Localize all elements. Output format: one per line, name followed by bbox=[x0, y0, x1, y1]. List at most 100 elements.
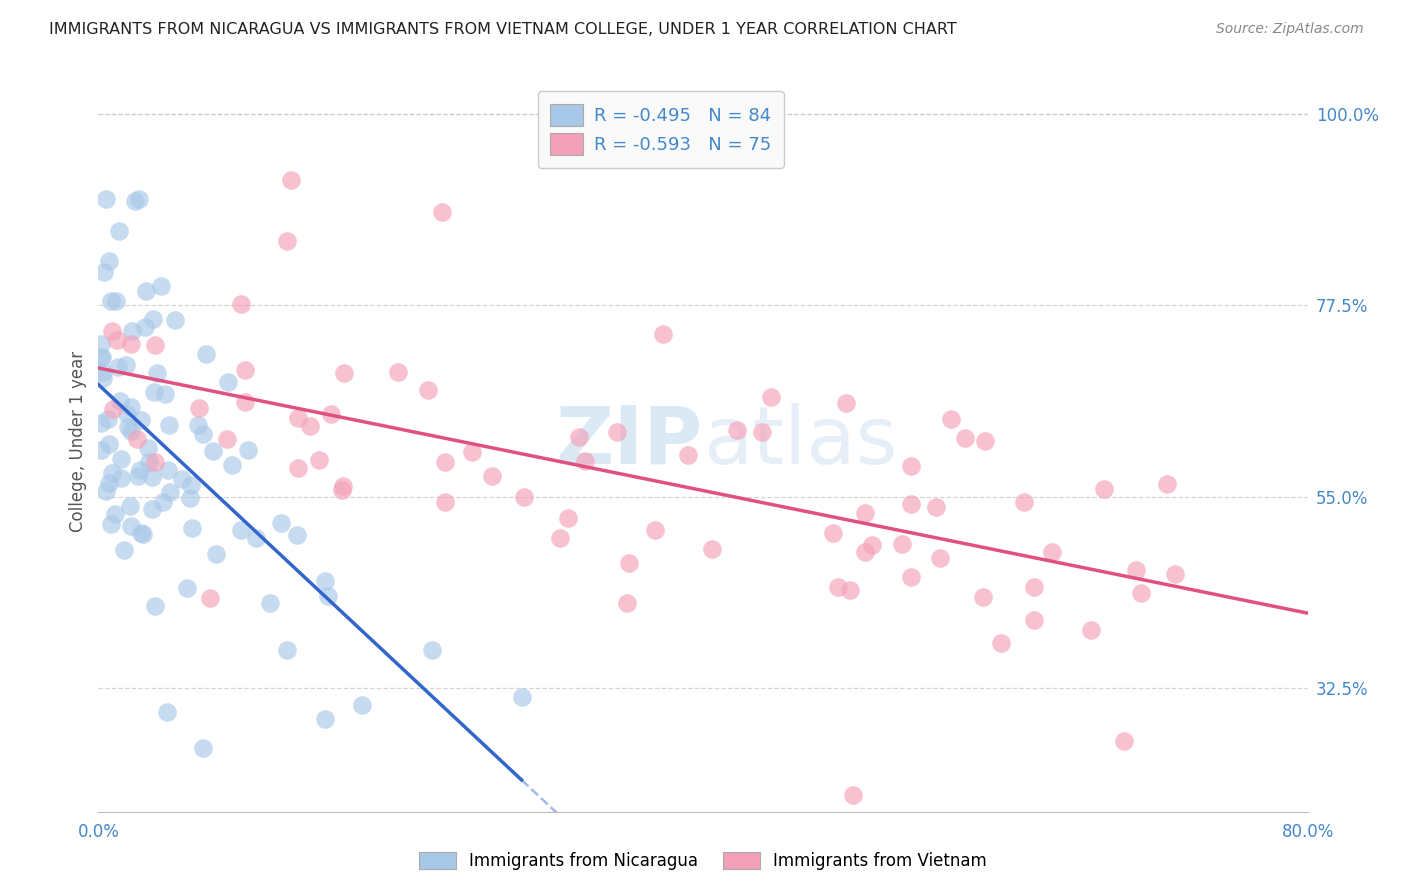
Point bbox=[114, 542, 136, 557]
Point bbox=[121, 324, 143, 338]
Point bbox=[955, 432, 977, 446]
Point bbox=[287, 411, 309, 425]
Point bbox=[236, 442, 259, 457]
Point bbox=[205, 547, 228, 561]
Text: atlas: atlas bbox=[703, 402, 897, 481]
Point bbox=[90, 337, 112, 351]
Point bbox=[159, 484, 181, 499]
Text: IMMIGRANTS FROM NICARAGUA VS IMMIGRANTS FROM VIETNAM COLLEGE, UNDER 1 YEAR CORRE: IMMIGRANTS FROM NICARAGUA VS IMMIGRANTS … bbox=[49, 22, 957, 37]
Point bbox=[990, 636, 1012, 650]
Point bbox=[135, 284, 157, 298]
Point bbox=[215, 433, 238, 447]
Point bbox=[308, 453, 330, 467]
Point bbox=[100, 516, 122, 531]
Point bbox=[568, 430, 591, 444]
Point bbox=[574, 454, 596, 468]
Point bbox=[285, 528, 308, 542]
Point bbox=[318, 589, 340, 603]
Point bbox=[838, 582, 860, 597]
Point bbox=[101, 401, 124, 416]
Point bbox=[1024, 613, 1046, 627]
Point bbox=[91, 350, 114, 364]
Point bbox=[124, 194, 146, 209]
Point bbox=[163, 313, 186, 327]
Point bbox=[176, 582, 198, 596]
Point bbox=[198, 591, 221, 606]
Point bbox=[652, 326, 675, 341]
Point bbox=[120, 500, 142, 514]
Point bbox=[117, 419, 139, 434]
Point bbox=[172, 472, 194, 486]
Point bbox=[93, 365, 115, 379]
Point bbox=[90, 443, 112, 458]
Point bbox=[751, 425, 773, 440]
Point bbox=[110, 451, 132, 466]
Point bbox=[1125, 563, 1147, 577]
Point bbox=[132, 526, 155, 541]
Point bbox=[127, 432, 149, 446]
Point bbox=[891, 537, 914, 551]
Point bbox=[974, 434, 997, 449]
Point bbox=[104, 507, 127, 521]
Point bbox=[434, 455, 457, 469]
Point bbox=[1092, 482, 1115, 496]
Point bbox=[557, 511, 579, 525]
Point bbox=[187, 417, 209, 432]
Point bbox=[481, 468, 503, 483]
Point bbox=[432, 205, 454, 219]
Point bbox=[461, 445, 484, 459]
Point bbox=[150, 279, 173, 293]
Point bbox=[1040, 545, 1063, 559]
Point bbox=[332, 479, 354, 493]
Point bbox=[972, 590, 994, 604]
Point bbox=[94, 484, 117, 499]
Point bbox=[1022, 580, 1045, 594]
Point bbox=[287, 461, 309, 475]
Point bbox=[90, 416, 112, 430]
Point bbox=[97, 476, 120, 491]
Point bbox=[510, 690, 533, 704]
Point bbox=[644, 524, 666, 538]
Point bbox=[513, 490, 536, 504]
Point bbox=[853, 545, 876, 559]
Point bbox=[143, 338, 166, 352]
Point bbox=[259, 596, 281, 610]
Point bbox=[115, 407, 138, 421]
Point bbox=[1130, 585, 1153, 599]
Point bbox=[276, 642, 298, 657]
Point bbox=[90, 351, 112, 366]
Point bbox=[101, 466, 124, 480]
Point bbox=[1163, 566, 1185, 581]
Point bbox=[156, 705, 179, 719]
Point bbox=[1012, 495, 1035, 509]
Point bbox=[221, 458, 243, 473]
Point bbox=[141, 470, 163, 484]
Point bbox=[827, 580, 849, 594]
Point bbox=[143, 599, 166, 613]
Point bbox=[180, 520, 202, 534]
Text: Source: ZipAtlas.com: Source: ZipAtlas.com bbox=[1216, 22, 1364, 37]
Point bbox=[97, 412, 120, 426]
Point bbox=[94, 192, 117, 206]
Point bbox=[136, 441, 159, 455]
Point bbox=[120, 401, 142, 415]
Point bbox=[97, 254, 120, 268]
Point bbox=[321, 407, 343, 421]
Point bbox=[202, 443, 225, 458]
Point bbox=[842, 788, 865, 802]
Point bbox=[1112, 734, 1135, 748]
Point bbox=[231, 296, 253, 310]
Point bbox=[138, 455, 160, 469]
Point bbox=[157, 417, 180, 432]
Point bbox=[105, 294, 128, 309]
Point bbox=[420, 643, 443, 657]
Point bbox=[939, 412, 962, 426]
Point bbox=[142, 311, 165, 326]
Point bbox=[725, 423, 748, 437]
Point bbox=[110, 470, 132, 484]
Point bbox=[835, 396, 858, 410]
Point bbox=[314, 574, 336, 588]
Point bbox=[619, 556, 641, 570]
Point bbox=[153, 386, 176, 401]
Point bbox=[105, 333, 128, 347]
